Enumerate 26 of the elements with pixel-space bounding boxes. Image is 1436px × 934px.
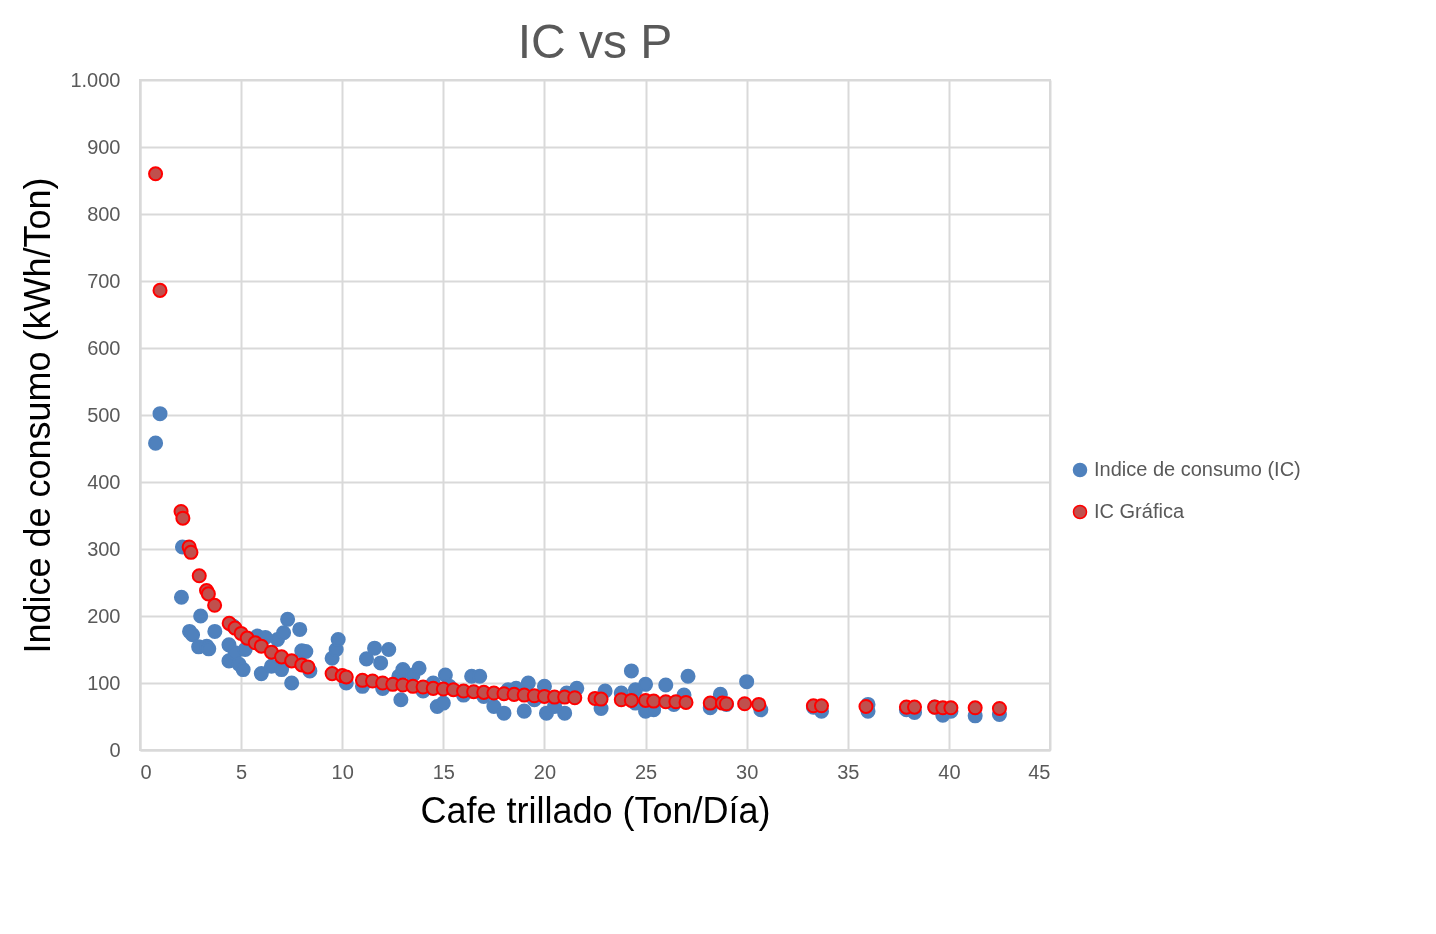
x-tick-label: 30 [736,760,759,783]
x-tick-label: 40 [938,760,961,783]
y-tick-label: 200 [87,604,121,627]
y-tick-label: 300 [87,537,121,560]
x-tick-label: 25 [634,760,658,783]
y-tick-label: 0 [109,738,121,761]
y-tick-label: 100 [87,671,121,694]
y-tick-label: 700 [87,269,121,292]
legend-label: IC Gráfica [1094,500,1185,522]
y-axis-title: Indice de consumo (kWh/Ton) [17,177,59,654]
chart-title: IC vs P [517,15,673,68]
x-tick-label: 0 [140,760,152,783]
x-tick-label: 5 [236,760,248,783]
x-tick-label: 10 [331,760,354,783]
y-tick-label: 400 [87,470,121,493]
y-tick-label: 800 [87,202,121,225]
y-tick-label: 1.000 [70,68,121,91]
x-tick-label: 15 [432,760,455,783]
y-tick-label: 900 [87,135,121,158]
y-tick-label: 600 [87,336,121,359]
y-tick-label: 500 [87,403,121,426]
x-tick-label: 45 [1028,760,1051,783]
x-tick-label: 35 [837,760,860,783]
x-tick-label: 20 [533,760,557,783]
x-axis-title: Cafe trillado (Ton/Día) [420,789,771,831]
legend-label: Indice de consumo (IC) [1094,458,1301,480]
